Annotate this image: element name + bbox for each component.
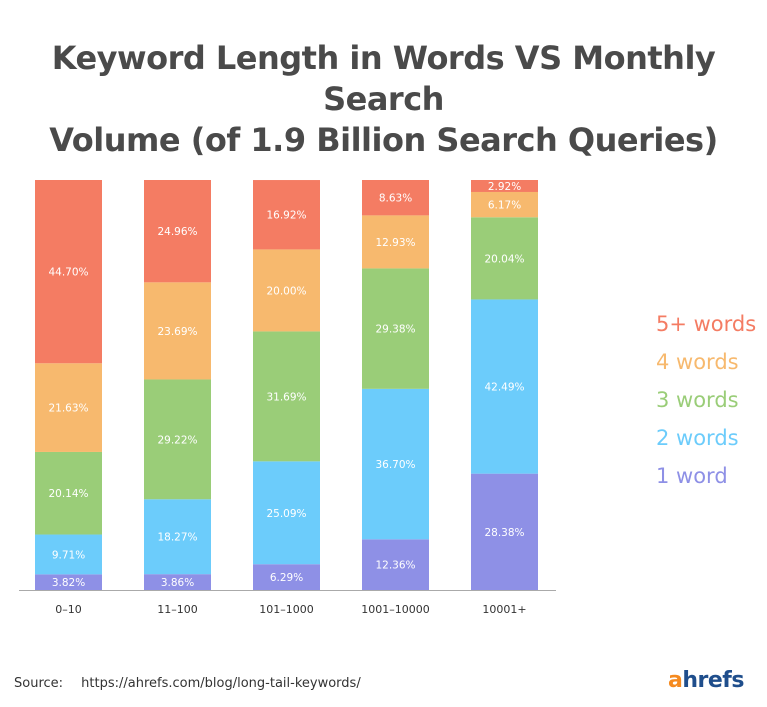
bar-segment [35,534,102,575]
bar-stack-2: 6.29% 25.09% 31.69% 20.00% 16.92% [253,180,320,590]
bar-segment [35,574,102,590]
bar-data-label: 44.70% [48,267,88,279]
x-tick-label: 0–10 [55,603,82,616]
bar-data-label: 2.92% [488,181,521,193]
bar-segment [253,461,320,565]
bar-data-label: 12.93% [375,237,415,249]
source-note: Source: https://ahrefs.com/blog/long-tai… [14,676,361,691]
bar-segment [471,180,538,192]
bar-segment [253,564,320,590]
bar-stack-3: 12.36% 36.70% 29.38% 12.93% 8.63% [362,180,429,590]
bar-data-label: 18.27% [157,532,197,544]
bar-data-label: 6.17% [488,200,521,212]
bar-data-label: 20.14% [48,488,88,500]
bar-segment [471,217,538,300]
x-tick-label: 1001–10000 [361,603,430,616]
legend-item: 1 word [656,464,728,488]
source-label: Source: [14,676,64,691]
bar-segment [35,363,102,452]
logo-letter-a: a [668,668,683,693]
bar-segment [362,539,429,590]
bar-segment [253,180,320,250]
bar-segment [35,180,102,364]
bar-segment [144,499,211,575]
logo-text: hrefs [682,668,744,693]
bar-data-label: 31.69% [266,391,306,403]
bar-data-label: 36.70% [375,459,415,471]
bar-segment [144,180,211,283]
x-tick-label: 101–1000 [259,603,314,616]
bar-data-label: 23.69% [157,326,197,338]
bar-segment [253,249,320,332]
bar-segment [144,574,211,590]
bar-segment [471,473,538,590]
bar-segment [144,282,211,380]
bar-data-label: 6.29% [270,572,303,584]
bar-data-label: 20.04% [484,253,524,265]
chart-legend: 5+ words 4 words 3 words 2 words 1 word [656,305,756,495]
bar-data-label: 12.36% [375,560,415,572]
bar-data-label: 29.22% [157,434,197,446]
bar-stack-0: 3.82% 9.71% 20.14% 21.63% 44.70% [35,180,102,590]
bar-data-label: 21.63% [48,403,88,415]
legend-item: 4 words [656,350,739,374]
bar-data-label: 8.63% [379,193,412,205]
x-tick-label: 10001+ [482,603,526,616]
source-url: https://ahrefs.com/blog/long-tail-keywor… [81,676,361,691]
chart-title-line-1: Keyword Length in Words VS Monthly Searc… [51,39,716,118]
legend-item: 5+ words [656,312,757,336]
bar-data-label: 9.71% [52,549,85,561]
bar-data-label: 29.38% [375,324,415,336]
x-tick-label: 11–100 [157,603,198,616]
bar-segment [362,215,429,269]
bar-segment [362,180,429,216]
bar-stack-4: 28.38% 42.49% 20.04% 6.17% 2.92% [471,180,538,590]
bar-segment [362,268,429,389]
bar-data-label: 3.82% [52,577,85,589]
legend-item: 2 words [656,426,739,450]
bar-stack-1: 3.86% 18.27% 29.22% 23.69% 24.96% [144,180,211,590]
bar-data-label: 25.09% [266,508,306,520]
bar-segment [253,331,320,462]
bar-data-label: 16.92% [266,210,306,222]
bar-data-label: 28.38% [484,527,524,539]
bar-segment [144,379,211,500]
bar-data-label: 24.96% [157,226,197,238]
chart-title-line-2: Volume (of 1.9 Billion Search Queries) [49,121,718,159]
legend-item: 3 words [656,388,739,412]
ahrefs-logo: ahrefs [668,668,744,693]
bar-segment [471,299,538,474]
bar-data-label: 20.00% [266,285,306,297]
bar-data-label: 42.49% [484,382,524,394]
bar-segment [471,191,538,218]
bar-segment [35,451,102,535]
bar-segment [362,388,429,540]
bar-data-label: 3.86% [161,577,194,589]
chart-title: Keyword Length in Words VS Monthly Searc… [0,38,767,161]
